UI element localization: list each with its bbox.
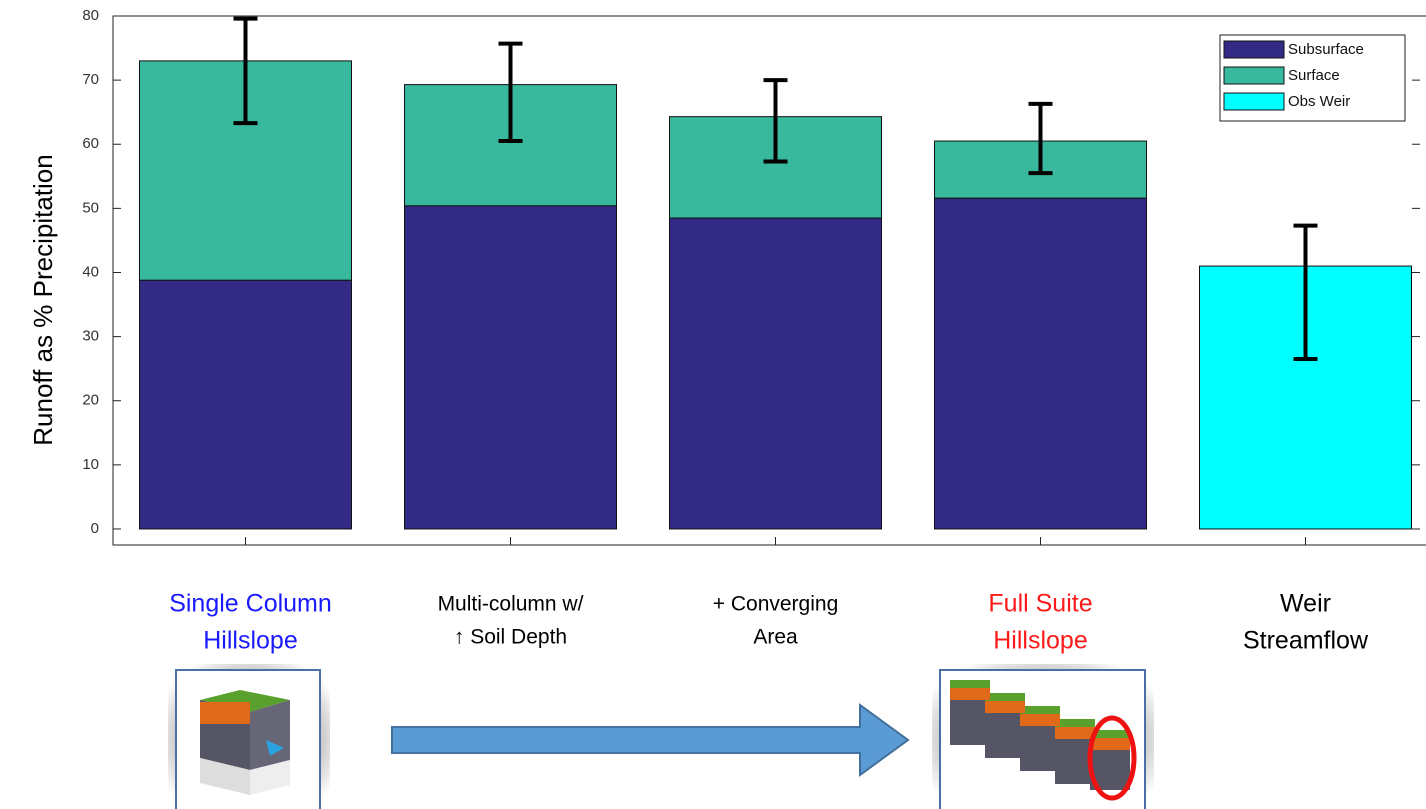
y-tick-label: 60 xyxy=(82,135,99,152)
chart: Runoff as % Precipitation 0 10 20 30 40 50 60 7… xyxy=(0,0,1426,809)
bar xyxy=(140,280,352,529)
x-tick-label: ↑ Soil Depth xyxy=(454,626,567,649)
x-tick-label: Streamflow xyxy=(1243,627,1369,655)
y-tick-label: 20 xyxy=(82,392,99,409)
x-tick-label: Hillslope xyxy=(203,627,297,655)
x-tick-label: Single Column xyxy=(169,590,332,618)
y-tick-label: 70 xyxy=(82,71,99,88)
x-tick-label: Multi-column w/ xyxy=(438,593,584,616)
progress-arrow xyxy=(392,705,908,775)
legend-swatch xyxy=(1224,93,1284,110)
y-tick-label: 80 xyxy=(82,7,99,24)
bar xyxy=(935,198,1147,529)
legend-swatch xyxy=(1224,67,1284,84)
y-tick-label: 0 xyxy=(91,520,99,537)
x-tick-label: Hillslope xyxy=(993,627,1087,655)
legend-label: Obs Weir xyxy=(1288,93,1350,110)
y-tick-label: 30 xyxy=(82,328,99,345)
legend-swatch xyxy=(1224,41,1284,58)
illustration-full xyxy=(932,664,1154,809)
legend-label: Surface xyxy=(1288,67,1340,84)
y-tick-label: 40 xyxy=(82,263,99,280)
x-tick-label: Area xyxy=(753,626,798,649)
y-tick-label: 10 xyxy=(82,456,99,473)
bar xyxy=(405,206,617,529)
y-axis-label: Runoff as % Precipitation xyxy=(28,154,58,445)
x-tick-label: Full Suite xyxy=(988,590,1092,618)
x-tick-label: + Converging xyxy=(713,593,839,616)
x-tick-label: Weir xyxy=(1280,590,1331,618)
illustration-single xyxy=(168,664,330,809)
bar xyxy=(670,218,882,529)
y-tick-label: 50 xyxy=(82,199,99,216)
legend-label: Subsurface xyxy=(1288,41,1364,58)
